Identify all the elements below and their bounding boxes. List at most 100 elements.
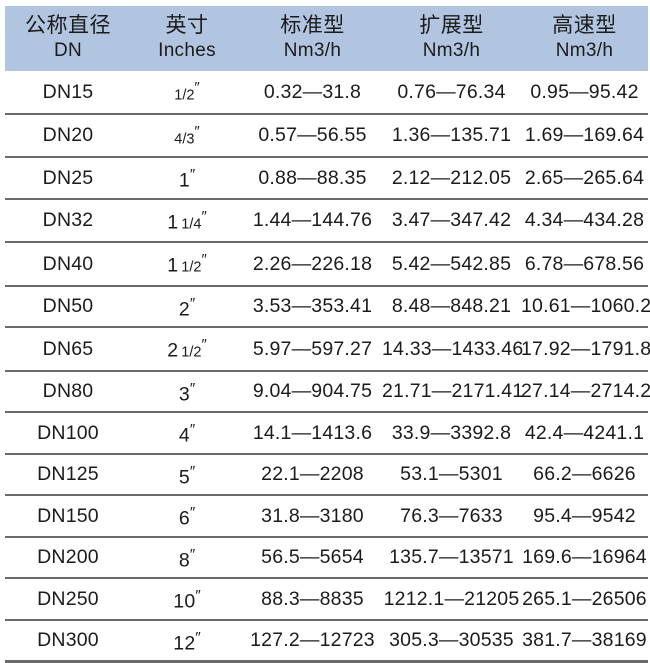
table-row: DN50 2″ 3.53—353.41 8.48—848.21 10.61—1060.2… xyxy=(5,285,650,328)
cell-high-speed-type: 17.92—1791.81 xyxy=(521,327,650,372)
cell-nominal-diameter: DN32 xyxy=(5,198,131,243)
cell-nominal-diameter: DN200 xyxy=(5,536,131,579)
cell-standard-type: 1.44—144.76 xyxy=(243,198,382,243)
cell-standard-type: 127.2—12723 xyxy=(243,619,382,663)
cell-nominal-diameter: DN65 xyxy=(5,327,131,372)
flow-capacity-table: 公称直径 DN 英寸 Inches 标准型 Nm3/h 扩展型 Nm3/h 高速… xyxy=(5,6,650,663)
cell-extended-type: 21.71—2171.41 xyxy=(382,370,523,413)
cell-high-speed-type: 0.95—95.42 xyxy=(521,71,648,115)
cell-extended-type: 53.1—5301 xyxy=(382,453,521,496)
table-row: DN40 1 1/2″ 2.26—226.18 5.42—542.85 6.78—678.… xyxy=(5,242,648,287)
cell-extended-type: 305.3—30535 xyxy=(382,619,521,663)
cell-inches: 4/3″ xyxy=(131,113,243,158)
cell-inches: 8″ xyxy=(131,536,243,579)
cell-inches: 12″ xyxy=(131,619,243,663)
cell-inches: 2″ xyxy=(131,285,243,328)
cell-nominal-diameter: DN80 xyxy=(5,370,131,413)
table-row: DN125 5″ 22.1—2208 53.1—5301 66.2—6626 xyxy=(5,453,648,496)
cell-standard-type: 5.97—597.27 xyxy=(243,327,382,372)
column-header-en-label: Inches xyxy=(158,40,216,61)
cell-inches: 1 1/4″ xyxy=(131,198,243,243)
cell-extended-type: 2.12—212.05 xyxy=(382,157,521,200)
spec-table-container: 公称直径 DN 英寸 Inches 标准型 Nm3/h 扩展型 Nm3/h 高速… xyxy=(5,6,650,663)
cell-high-speed-type: 66.2—6626 xyxy=(521,453,648,496)
column-header-cn-label: 扩展型 xyxy=(419,14,484,37)
cell-extended-type: 5.42—542.85 xyxy=(382,242,521,287)
column-header-standard-type: 标准型 Nm3/h xyxy=(243,6,382,71)
column-header-nominal-diameter: 公称直径 DN xyxy=(5,6,131,71)
cell-nominal-diameter: DN20 xyxy=(5,113,131,158)
cell-nominal-diameter: DN250 xyxy=(5,578,131,621)
column-header-high-speed-type: 高速型 Nm3/h xyxy=(521,6,648,71)
cell-extended-type: 76.3—7633 xyxy=(382,495,521,538)
column-header-cn-label: 标准型 xyxy=(280,14,345,37)
cell-standard-type: 3.53—353.41 xyxy=(243,285,382,328)
cell-nominal-diameter: DN25 xyxy=(5,157,131,200)
cell-inches: 10″ xyxy=(131,578,243,621)
cell-nominal-diameter: DN150 xyxy=(5,495,131,538)
cell-inches: 5″ xyxy=(131,453,243,496)
cell-standard-type: 22.1—2208 xyxy=(243,453,382,496)
column-header-en-label: Nm3/h xyxy=(422,40,481,61)
table-row: DN25 1″ 0.88—88.35 2.12—212.05 2.65—265.64 xyxy=(5,157,648,200)
cell-inches: 6″ xyxy=(131,495,243,538)
cell-high-speed-type: 1.69—169.64 xyxy=(521,113,648,158)
cell-nominal-diameter: DN100 xyxy=(5,412,131,455)
cell-nominal-diameter: DN125 xyxy=(5,453,131,496)
table-body: DN15 1/2″ 0.32—31.8 0.76—76.34 0.95—95.42 DN2… xyxy=(5,71,650,663)
column-header-en-label: DN xyxy=(53,40,83,61)
cell-high-speed-type: 265.1—26506 xyxy=(521,578,648,621)
table-header: 公称直径 DN 英寸 Inches 标准型 Nm3/h 扩展型 Nm3/h 高速… xyxy=(5,6,648,71)
column-header-inches: 英寸 Inches xyxy=(131,6,243,71)
table-row: DN65 2 1/2″ 5.97—597.27 14.33—1433.46 17.92—1… xyxy=(5,327,650,372)
cell-standard-type: 88.3—8835 xyxy=(243,578,382,621)
cell-high-speed-type: 42.4—4241.1 xyxy=(521,412,648,455)
table-row: DN15 1/2″ 0.32—31.8 0.76—76.34 0.95—95.42 xyxy=(5,71,648,115)
cell-inches: 3″ xyxy=(131,370,243,413)
cell-inches: 2 1/2″ xyxy=(131,327,243,372)
column-header-cn-label: 英寸 xyxy=(165,14,209,37)
cell-high-speed-type: 2.65—265.64 xyxy=(521,157,648,200)
table-row: DN200 8″ 56.5—5654 135.7—13571 169.6—16964 xyxy=(5,536,648,579)
cell-high-speed-type: 10.61—1060.25 xyxy=(521,285,650,328)
cell-high-speed-type: 381.7—38169 xyxy=(521,619,648,663)
cell-high-speed-type: 95.4—9542 xyxy=(521,495,648,538)
cell-nominal-diameter: DN40 xyxy=(5,242,131,287)
column-header-en-label: Nm3/h xyxy=(555,40,614,61)
cell-inches: 1″ xyxy=(131,157,243,200)
cell-extended-type: 14.33—1433.46 xyxy=(382,327,523,372)
table-row: DN250 10″ 88.3—8835 1212.1—21205 265.1—26506 xyxy=(5,578,648,621)
table-row: DN300 12″ 127.2—12723 305.3—30535 381.7—3816… xyxy=(5,619,648,663)
table-header-row: 公称直径 DN 英寸 Inches 标准型 Nm3/h 扩展型 Nm3/h 高速… xyxy=(5,6,648,71)
cell-inches: 1 1/2″ xyxy=(131,242,243,287)
table-row: DN20 4/3″ 0.57—56.55 1.36—135.71 1.69—169.64 xyxy=(5,113,648,158)
column-header-en-label: Nm3/h xyxy=(283,40,342,61)
cell-standard-type: 14.1—1413.6 xyxy=(243,412,382,455)
cell-high-speed-type: 4.34—434.28 xyxy=(521,198,648,243)
cell-standard-type: 2.26—226.18 xyxy=(243,242,382,287)
cell-standard-type: 0.57—56.55 xyxy=(243,113,382,158)
cell-extended-type: 1.36—135.71 xyxy=(382,113,521,158)
column-header-cn-label: 公称直径 xyxy=(25,14,111,37)
table-row: DN32 1 1/4″ 1.44—144.76 3.47—347.42 4.34—434.… xyxy=(5,198,648,243)
cell-inches: 1/2″ xyxy=(131,71,243,115)
cell-standard-type: 56.5—5654 xyxy=(243,536,382,579)
cell-extended-type: 1212.1—21205 xyxy=(382,578,521,621)
table-row: DN100 4″ 14.1—1413.6 33.9—3392.8 42.4—4241.1 xyxy=(5,412,648,455)
cell-extended-type: 3.47—347.42 xyxy=(382,198,521,243)
cell-nominal-diameter: DN15 xyxy=(5,71,131,115)
cell-extended-type: 135.7—13571 xyxy=(382,536,521,579)
cell-standard-type: 0.32—31.8 xyxy=(243,71,382,115)
table-row: DN150 6″ 31.8—3180 76.3—7633 95.4—9542 xyxy=(5,495,648,538)
cell-extended-type: 0.76—76.34 xyxy=(382,71,521,115)
table-row: DN80 3″ 9.04—904.75 21.71—2171.41 27.14—2714… xyxy=(5,370,650,413)
cell-standard-type: 9.04—904.75 xyxy=(243,370,382,413)
cell-nominal-diameter: DN300 xyxy=(5,619,131,663)
cell-high-speed-type: 27.14—2714.21 xyxy=(521,370,650,413)
cell-standard-type: 0.88—88.35 xyxy=(243,157,382,200)
cell-extended-type: 8.48—848.21 xyxy=(382,285,521,328)
cell-high-speed-type: 169.6—16964 xyxy=(521,536,648,579)
cell-inches: 4″ xyxy=(131,412,243,455)
cell-standard-type: 31.8—3180 xyxy=(243,495,382,538)
cell-high-speed-type: 6.78—678.56 xyxy=(521,242,648,287)
